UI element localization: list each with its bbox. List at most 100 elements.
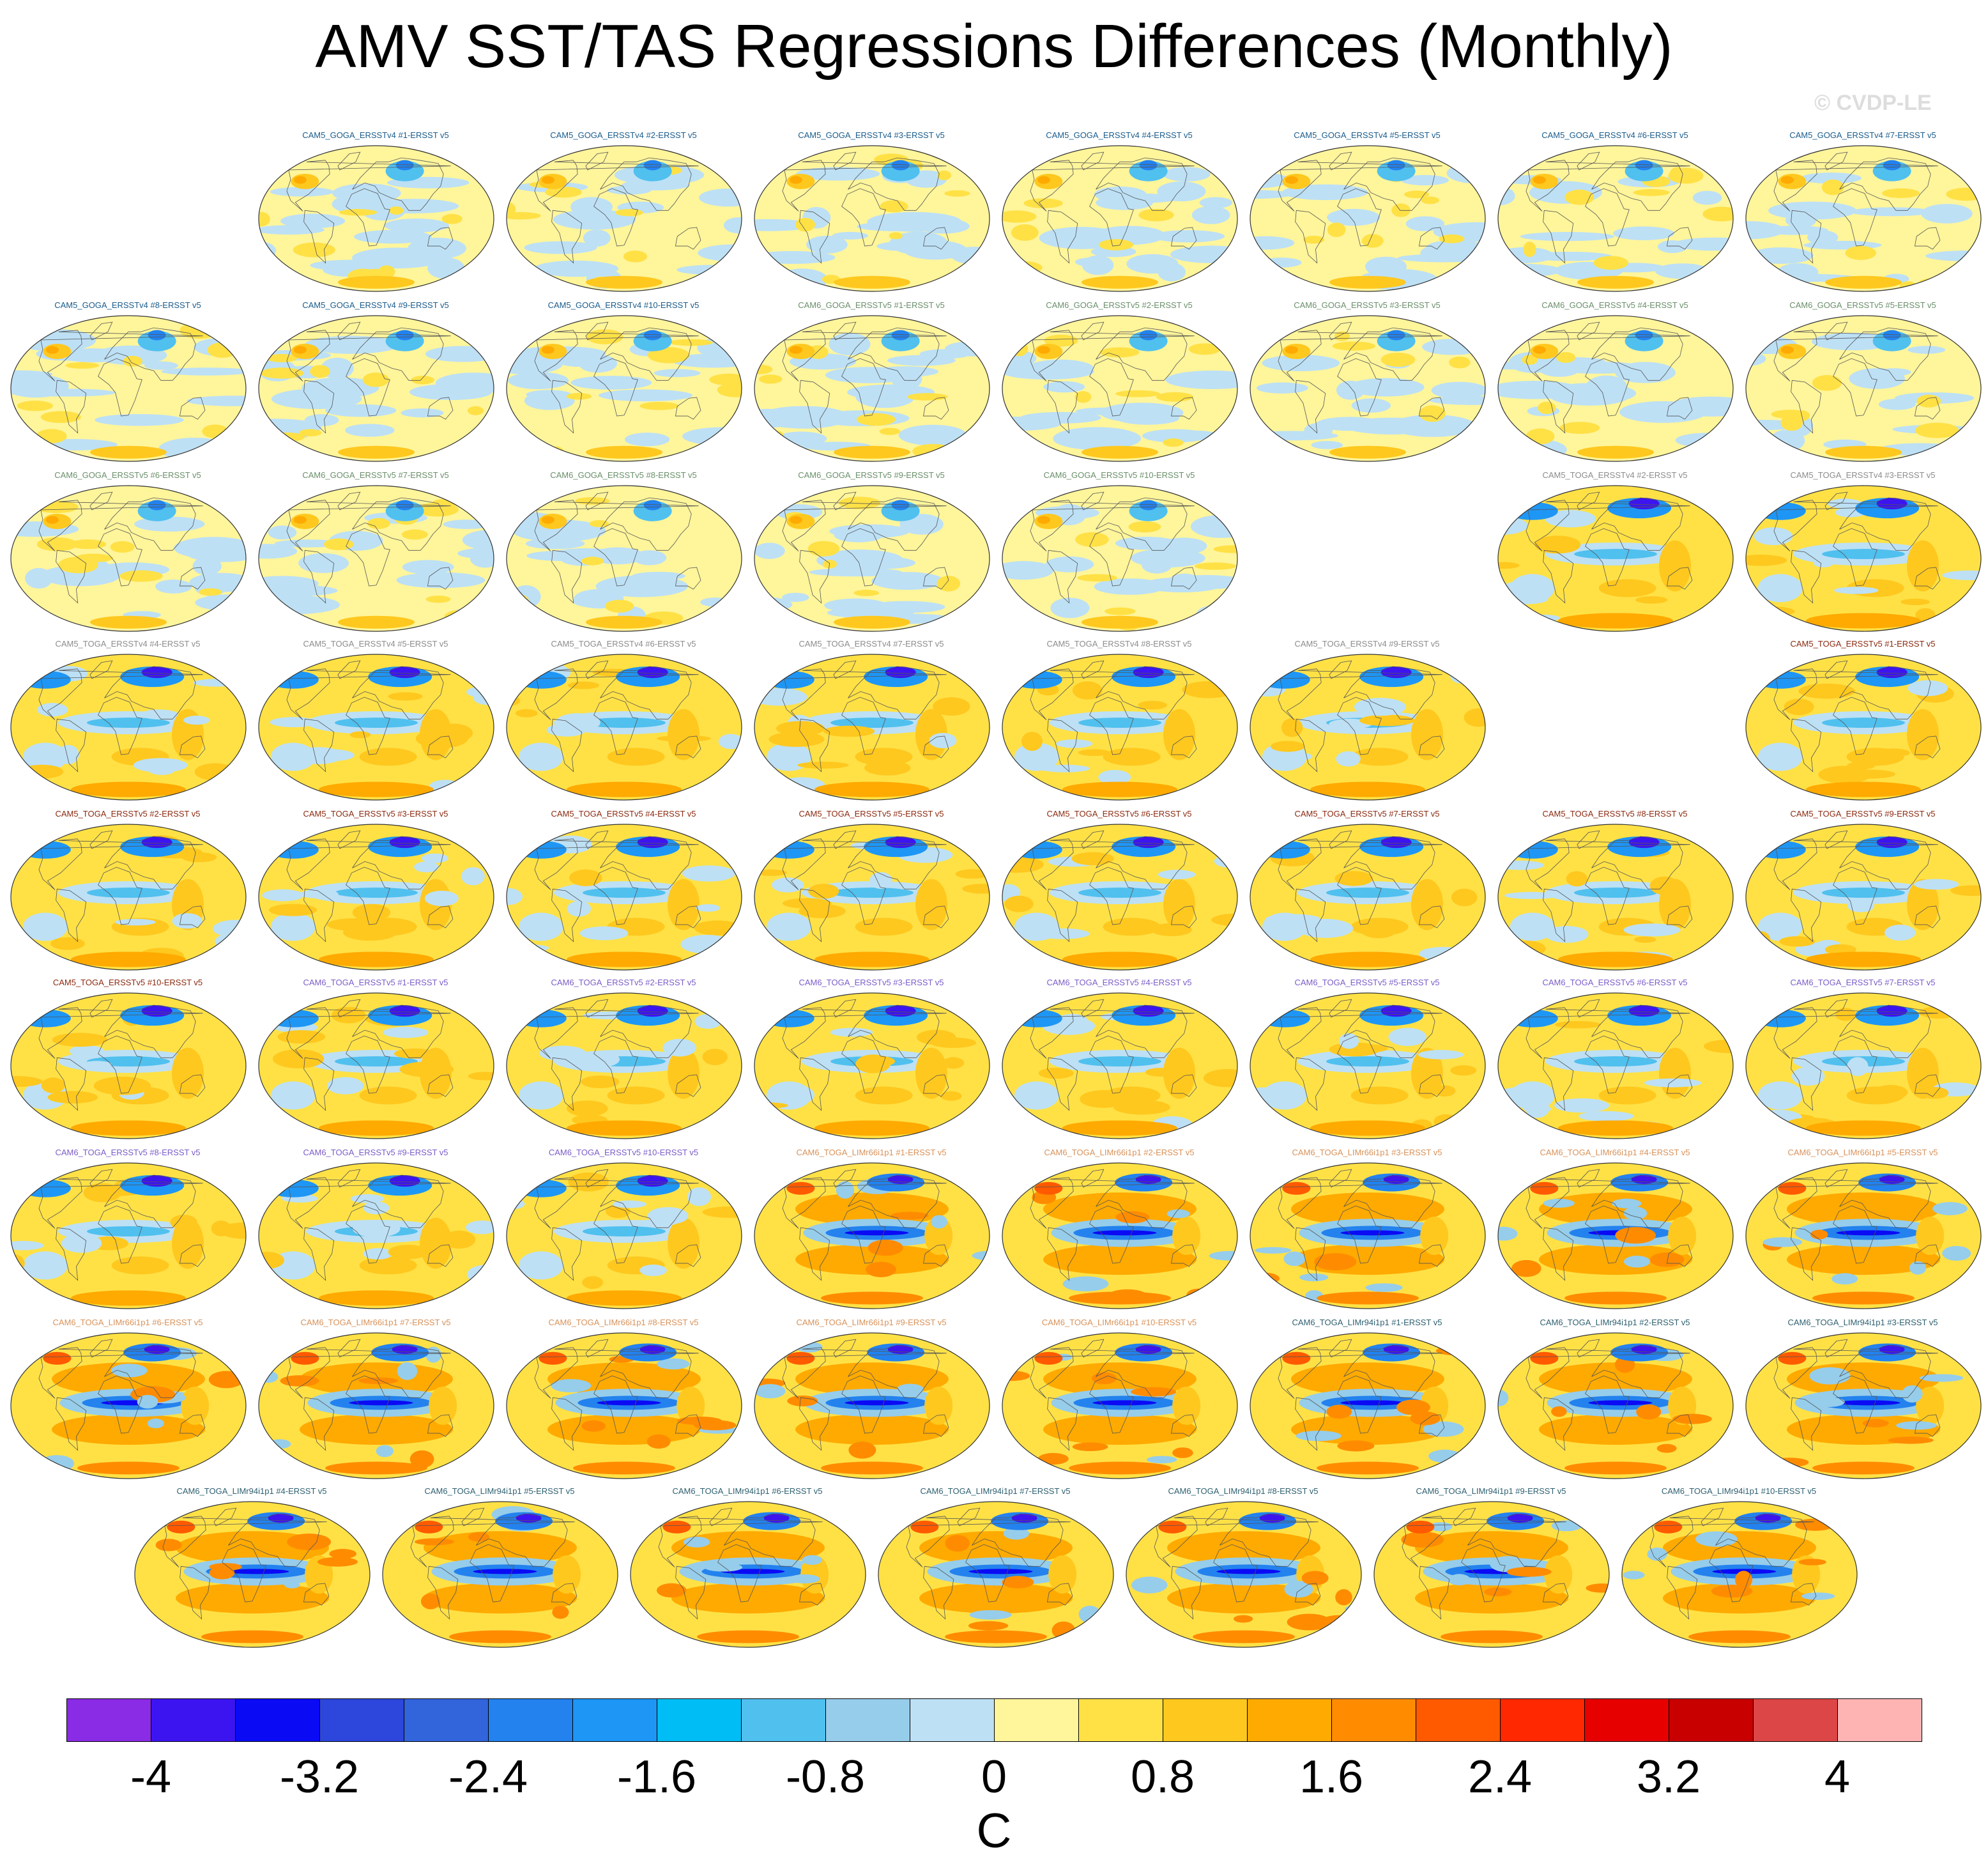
map-panel: CAM6_TOGA_ERSSTv5 #7-ERSST v5 [1741,978,1984,1144]
panel-title: CAM6_GOGA_ERSSTv5 #6-ERSST v5 [54,470,201,480]
southern-ocean-warm-band [1082,445,1158,459]
panel-title: CAM5_TOGA_ERSSTv4 #6-ERSST v5 [551,639,696,649]
panel-title: CAM5_GOGA_ERSSTv4 #1-ERSST v5 [302,130,449,140]
anomaly-patch [1551,1520,1582,1532]
yellow-patch [1404,190,1430,199]
coastline [534,330,699,381]
coastline [1295,1397,1326,1451]
southern-ocean-warm-band [1062,781,1177,797]
coastline [1047,888,1078,943]
asia-hot-patch [1530,1181,1559,1195]
anomaly-patch [1534,535,1581,554]
north-america-cold-core [1631,1344,1657,1354]
southern-ocean-warm-band [1558,1120,1673,1136]
coastline [1839,157,1931,211]
panel-title: CAM5_TOGA_ERSSTv5 #3-ERSST v5 [303,809,448,819]
siberia-cold-core [520,840,539,850]
southern-ocean-warm-band [1329,445,1406,459]
anomaly-patch [1506,1567,1552,1577]
southern-ocean-warm-band [1564,1291,1667,1305]
global-map [1497,315,1734,462]
coastline [1591,1004,1683,1058]
panel-title: CAM6_TOGA_ERSSTv5 #2-ERSST v5 [551,978,696,987]
anomaly-patch [1498,1450,1527,1466]
yellow-patch [1361,234,1384,248]
anomaly-patch [1056,739,1093,748]
panel-title: CAM6_TOGA_ERSSTv5 #6-ERSST v5 [1542,978,1688,987]
light-blue-patch [1311,441,1343,449]
anomaly-patch [1942,570,1981,580]
yellow-patch [1669,167,1685,181]
anomaly-patch [515,709,538,718]
coastline [1791,718,1822,773]
coastline [1343,666,1435,719]
coastline [1914,905,1941,928]
map-panel: CAM6_TOGA_LIMr94i1p1 #7-ERSST v5 [874,1486,1117,1652]
map-border [1002,485,1238,632]
coastline [1337,1035,1382,1094]
light-blue-patch [1045,556,1094,573]
map-border [754,992,990,1139]
southern-ocean-warm-band [1310,951,1425,967]
anomaly-patch [1203,1069,1237,1088]
anomaly-patch [1418,1050,1464,1059]
anomaly-patch [656,1583,687,1598]
map-panel: CAM5_TOGA_ERSSTv5 #2-ERSST v5 [6,809,249,975]
panel-title: CAM5_GOGA_ERSSTv4 #7-ERSST v5 [1789,130,1936,140]
north-america-cold-core [885,666,916,679]
yellow-patch [807,541,840,557]
yellow-patch [17,401,53,412]
asia-hot-patch [910,1520,939,1534]
coastline [56,718,87,773]
atlantic-warm-patch [1420,1217,1449,1255]
coastline [848,1344,940,1398]
panel-title: CAM6_TOGA_ERSSTv5 #1-ERSST v5 [303,978,448,987]
coastline [1030,668,1195,720]
coastline [1543,380,1574,434]
light-blue-patch [443,519,492,529]
north-america-cold-core [389,666,420,679]
coastline [337,999,361,1018]
coastline [1047,210,1078,264]
map-border [754,1162,990,1309]
anomaly-patch [394,1048,436,1059]
anomaly-patch [646,1434,671,1449]
coastline [551,718,583,773]
coastline [600,327,692,381]
anomaly-patch [1071,852,1114,866]
north-pacific-warm-band [1167,1531,1320,1565]
panel-title: CAM6_TOGA_LIMr66i1p1 #8-ERSST v5 [548,1318,699,1327]
map-border [10,992,247,1139]
anomaly-patch [280,1375,319,1387]
south-pacific-warm-band [1663,1583,1816,1614]
coastline [1453,1507,1476,1527]
anomaly-patch [623,1220,677,1227]
anomaly-patch [1365,1283,1403,1292]
light-blue-patch [754,542,785,559]
north-america-cold-core [1133,836,1164,849]
yellow-patch [268,432,305,442]
panel-title: CAM6_TOGA_LIMr94i1p1 #1-ERSST v5 [1292,1318,1442,1327]
coastline [675,905,701,928]
anomaly-patch [704,1563,743,1572]
anomaly-patch [1498,562,1520,569]
anomaly-patch [1656,1443,1677,1453]
colorbar-cell [1837,1698,1922,1742]
anomaly-patch [383,1027,429,1038]
coastline [346,358,390,417]
coastline [1343,836,1435,889]
anomaly-patch [1746,606,1795,617]
colorbar-tick-label: 4 [1824,1751,1851,1803]
anomaly-patch [1087,1514,1105,1527]
coastline [1089,528,1134,587]
coastline [1096,1004,1188,1058]
colorbar-cell [319,1698,404,1742]
south-pacific-warm-patch [855,918,913,936]
anomaly-patch [1336,751,1361,767]
siberia-cold-core [520,1179,539,1189]
southern-ocean-warm-band [71,781,186,797]
anomaly-patch [1551,1406,1567,1417]
coastline [1337,188,1382,247]
map-border [506,315,742,462]
anomaly-patch [1448,1574,1471,1586]
